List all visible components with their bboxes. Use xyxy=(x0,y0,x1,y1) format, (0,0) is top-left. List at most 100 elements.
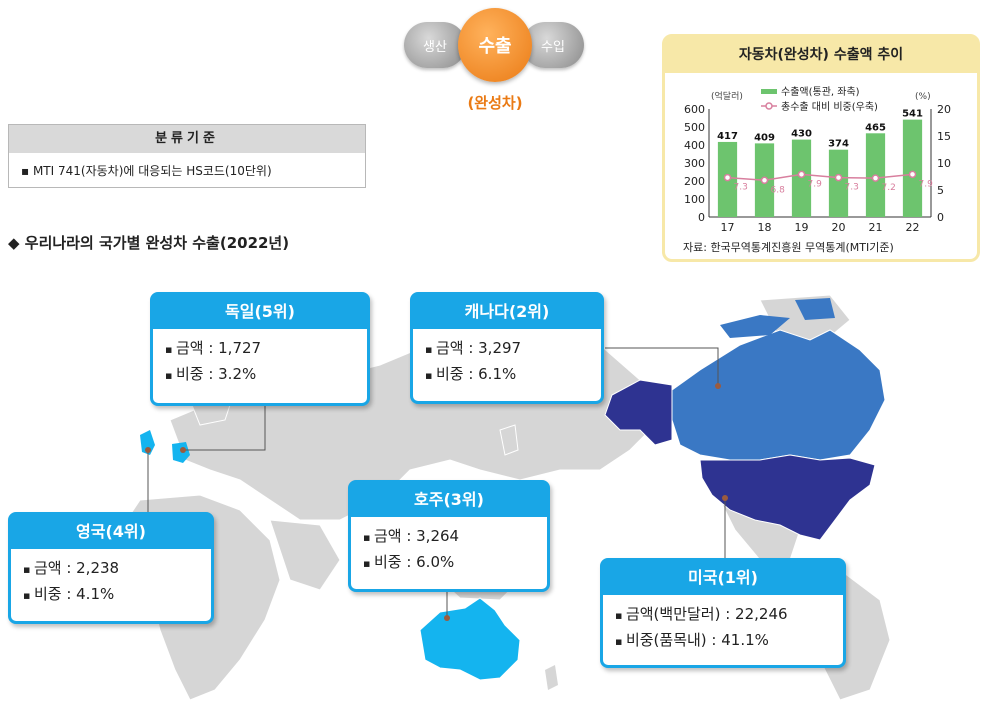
new-zealand xyxy=(545,665,558,690)
share-value-label: 7.9 xyxy=(919,179,934,189)
y-tick-label-left: 600 xyxy=(684,103,705,116)
import-label: 수입 xyxy=(541,39,565,55)
arabia-landmass xyxy=(269,519,341,591)
share-point xyxy=(797,170,806,179)
bar-value-label: 541 xyxy=(902,109,923,120)
country-box-germany: 독일(5위) 금액 : 1,727 비중 : 3.2% xyxy=(150,292,370,406)
x-tick-label: 18 xyxy=(758,221,772,234)
chart-source: 자료: 한국무역통계진흥원 무역통계(MTI기준) xyxy=(683,240,894,254)
y-tick-label-right: 15 xyxy=(937,130,951,143)
canada-marker xyxy=(715,383,721,389)
production-label: 생산 xyxy=(423,39,447,55)
y-tick-label-right: 5 xyxy=(937,184,944,197)
classification-title: 분류기준 xyxy=(9,125,365,153)
share-point xyxy=(908,170,917,179)
bar-value-label: 417 xyxy=(717,131,738,142)
country-box-usa: 미국(1위) 금액(백만달러) : 22,246 비중(품목내) : 41.1% xyxy=(600,558,846,668)
country-name: 영국(4위) xyxy=(11,515,211,549)
usa-region xyxy=(699,454,876,541)
australia-region xyxy=(419,597,521,681)
country-box-canada: 캐나다(2위) 금액 : 3,297 비중 : 6.1% xyxy=(410,292,604,404)
country-box-australia: 호주(3위) 금액 : 3,264 비중 : 6.0% xyxy=(348,480,550,592)
y-tick-label-right: 0 xyxy=(937,211,944,224)
y-tick-label-left: 500 xyxy=(684,121,705,134)
country-box-uk: 영국(4위) 금액 : 2,238 비중 : 4.1% xyxy=(8,512,214,624)
chart-plot: 0 100 200 300 400 500 600 0 5 10 15 20 (억달러) (%) 417 40… xyxy=(683,86,951,254)
share-value-label: 7.3 xyxy=(734,183,748,193)
share-value-label: 7.2 xyxy=(882,183,896,193)
country-share: 비중 : 4.1% xyxy=(11,581,211,607)
classification-box: 분류기준 ▪ MTI 741(자동차)에 대응되는 HS코드(10단위) xyxy=(8,124,366,188)
section-title: ◆ 우리나라의 국가별 완성차 수출(2022년) xyxy=(8,234,290,252)
share-point xyxy=(871,174,880,182)
germany-marker xyxy=(180,447,186,453)
bar xyxy=(791,139,812,217)
y-tick-label-left: 200 xyxy=(684,175,705,188)
bar-value-label: 374 xyxy=(828,139,849,150)
x-tick-label: 20 xyxy=(832,221,846,234)
export-label: 수출 xyxy=(478,36,512,57)
legend-bar-label: 수출액(통관, 좌축) xyxy=(781,86,860,98)
share-value-label: 6.8 xyxy=(771,185,786,195)
country-amount: 금액 : 3,264 xyxy=(351,523,547,549)
share-point xyxy=(723,173,732,182)
usa-marker xyxy=(722,495,728,501)
germany-connector xyxy=(183,405,266,451)
bar-value-label: 465 xyxy=(865,122,886,133)
finished-car-label: (완성차) xyxy=(467,94,523,112)
country-amount: 금액(백만달러) : 22,246 xyxy=(603,601,843,627)
chart-title: 자동차(완성차) 수출액 추이 xyxy=(665,37,977,73)
x-tick-label: 21 xyxy=(869,221,883,234)
country-name: 호주(3위) xyxy=(351,483,547,517)
y-tick-label-left: 400 xyxy=(684,139,705,152)
australia-marker xyxy=(444,615,450,621)
bar-value-label: 409 xyxy=(754,132,775,143)
classification-item-text: MTI 741(자동차)에 대응되는 HS코드(10단위) xyxy=(32,164,272,178)
alaska-region xyxy=(604,379,673,446)
share-point xyxy=(760,176,769,185)
bar xyxy=(828,149,849,217)
country-name: 미국(1위) xyxy=(603,561,843,595)
section-title-text: 우리나라의 국가별 완성차 수출(2022년) xyxy=(24,234,290,252)
legend-bar-swatch xyxy=(761,89,777,94)
production-pill: 생산 xyxy=(404,22,466,68)
share-value-label: 7.9 xyxy=(808,179,823,189)
country-share: 비중 : 3.2% xyxy=(153,361,367,387)
country-share: 비중(품목내) : 41.1% xyxy=(603,627,843,653)
y-tick-label-left: 300 xyxy=(684,157,705,170)
canada-islands xyxy=(720,298,835,338)
bar xyxy=(902,119,923,217)
x-tick-label: 22 xyxy=(906,221,920,234)
x-tick-label: 17 xyxy=(721,221,735,234)
classification-item: ▪ MTI 741(자동차)에 대응되는 HS코드(10단위) xyxy=(21,164,272,178)
country-amount: 금액 : 1,727 xyxy=(153,335,367,361)
country-amount: 금액 : 2,238 xyxy=(11,555,211,581)
share-point xyxy=(834,173,843,182)
canada-connector xyxy=(605,347,719,386)
share-value-label: 7.3 xyxy=(845,183,859,193)
canada-region xyxy=(671,329,886,461)
uk-marker xyxy=(145,447,151,453)
x-tick-label: 19 xyxy=(795,221,809,234)
legend-line-label: 총수출 대비 비중(우축) xyxy=(781,101,878,113)
y-tick-label-left: 100 xyxy=(684,193,705,206)
legend-line-marker xyxy=(765,102,773,110)
japan-landmass xyxy=(499,424,519,456)
left-axis-unit: (억달러) xyxy=(711,90,743,102)
share-line xyxy=(727,173,913,182)
import-pill: 수입 xyxy=(522,22,584,68)
country-share: 비중 : 6.1% xyxy=(413,361,601,387)
country-name: 독일(5위) xyxy=(153,295,367,329)
right-axis-unit: (%) xyxy=(915,92,931,102)
export-pill: 수출 xyxy=(458,8,532,82)
country-amount: 금액 : 3,297 xyxy=(413,335,601,361)
bar-value-label: 430 xyxy=(791,129,812,140)
y-tick-label-right: 10 xyxy=(937,157,951,170)
export-trend-chart: 자동차(완성차) 수출액 추이 0 100 200 300 400 500 600 0 5 10 1… xyxy=(662,34,980,262)
germany-region xyxy=(172,442,190,463)
y-tick-label-right: 20 xyxy=(937,103,951,116)
country-share: 비중 : 6.0% xyxy=(351,549,547,575)
country-name: 캐나다(2위) xyxy=(413,295,601,329)
y-tick-label-left: 0 xyxy=(698,211,705,224)
uk-region xyxy=(140,430,155,455)
